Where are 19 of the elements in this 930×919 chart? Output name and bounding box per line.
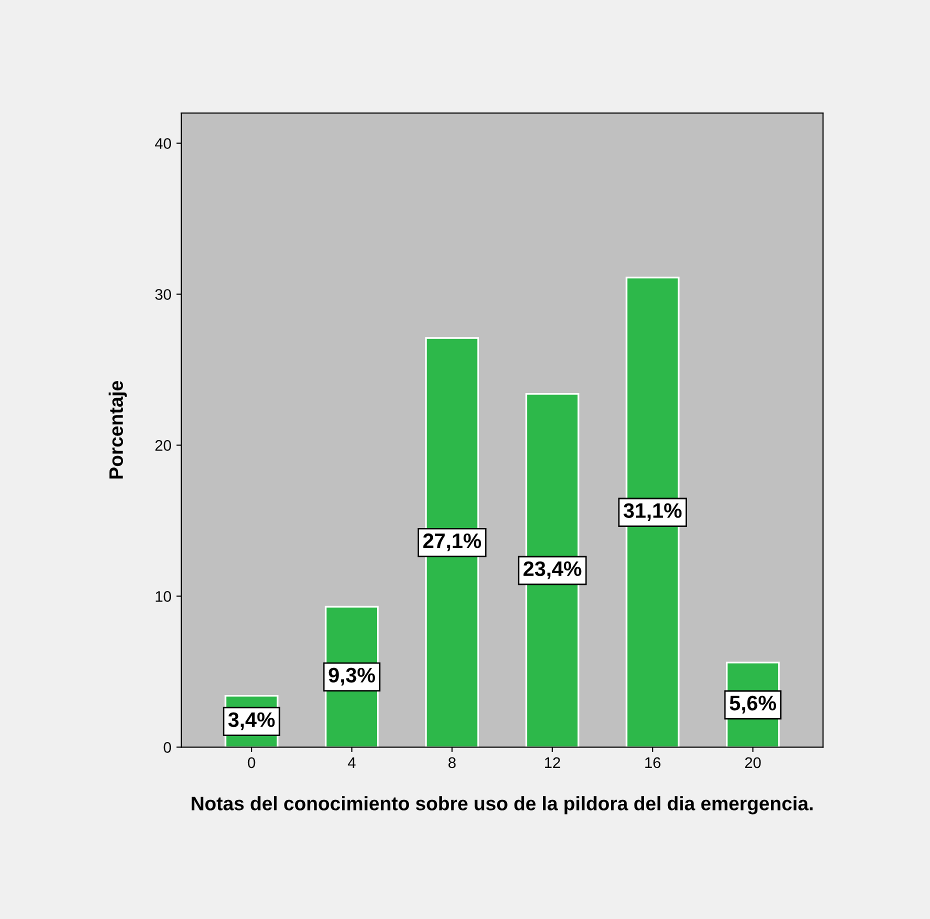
y-tick-label: 30	[155, 289, 172, 300]
x-tick-label: 16	[645, 757, 660, 768]
x-tick-label: 4	[348, 757, 356, 768]
y-tick-label: 40	[154, 138, 172, 149]
x-tick-label: 0	[248, 757, 256, 768]
data-label: 31,1%	[624, 503, 682, 521]
data-label: 9,3%	[328, 668, 375, 686]
y-tick-label: 10	[156, 591, 172, 602]
y-tick-label: 0	[164, 742, 172, 753]
data-label: 5,6%	[730, 696, 776, 714]
data-label: 27,1%	[423, 533, 482, 552]
y-tick-label: 20	[155, 440, 172, 451]
x-tick-label: 8	[448, 757, 456, 768]
x-tick-label: 20	[745, 757, 761, 768]
x-axis-title: Notas del conocimiento sobre uso de la pildora del dia emergencia.	[192, 796, 813, 814]
data-label: 3,4%	[228, 712, 275, 730]
y-axis-title: Porcentaje	[108, 381, 127, 478]
data-label: 23,4%	[524, 561, 582, 580]
x-tick-label: 12	[545, 757, 560, 768]
